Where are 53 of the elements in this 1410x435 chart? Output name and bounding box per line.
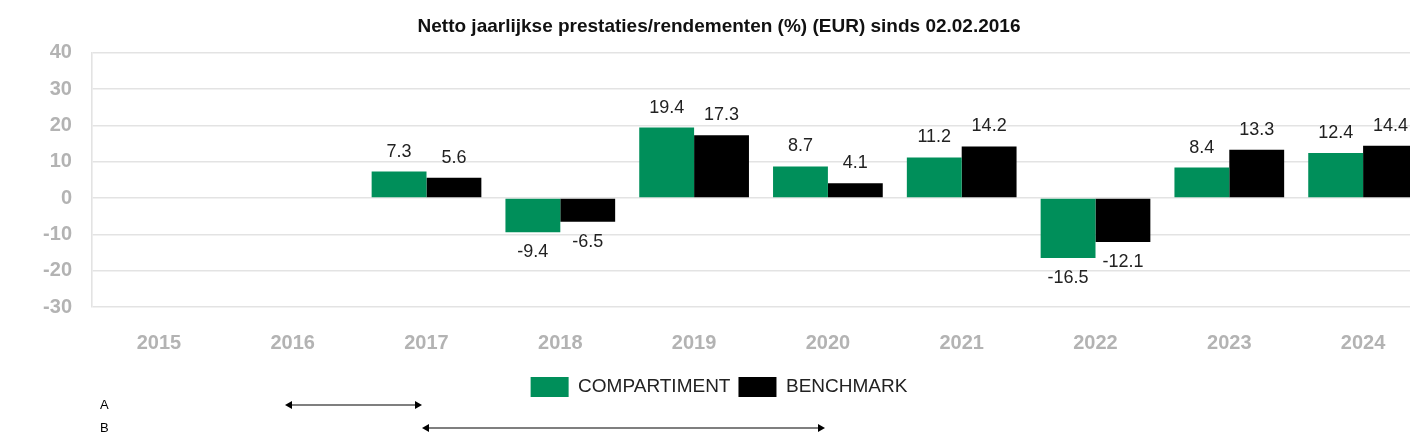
data-label: -16.5 [1047, 266, 1089, 287]
y-tick-label: 40 [49, 40, 72, 63]
bar [1040, 198, 1096, 258]
text: B [100, 420, 109, 435]
bar [1095, 198, 1151, 242]
data-label: 8.4 [1189, 136, 1215, 157]
y-tick-label: 30 [49, 76, 72, 99]
x-tick-label: 2023 [1207, 330, 1252, 353]
bar [773, 166, 828, 198]
x-tick-label: 2015 [136, 330, 182, 353]
data-label: 8.7 [787, 135, 813, 156]
chart-title: Netto jaarlijkse prestaties/rendementen (%) (EUR) sinds 02.02.2016 [417, 14, 1021, 36]
bar [639, 127, 695, 198]
bar [371, 171, 427, 198]
bar [694, 135, 749, 198]
bar [1174, 167, 1230, 198]
data-label: -9.4 [517, 241, 549, 262]
data-label: 12.4 [1318, 122, 1354, 142]
data-label: 17.3 [704, 104, 740, 125]
x-tick-label: 2018 [538, 330, 583, 353]
bar [560, 198, 616, 222]
x-tick-label: 2021 [939, 330, 984, 353]
x-tick-label: 2019 [671, 330, 717, 353]
y-tick-label: 0 [60, 185, 72, 208]
legend-label: COMPARTIMENT [578, 375, 731, 397]
y-tick-label: 20 [49, 112, 72, 135]
data-label: 14.2 [971, 115, 1007, 136]
data-label: 4.1 [842, 152, 868, 173]
bar [961, 146, 1017, 198]
x-tick-label: 2022 [1073, 330, 1118, 353]
data-label: 5.6 [441, 146, 467, 167]
bar [426, 177, 482, 198]
data-label: 11.2 [917, 126, 952, 147]
data-label: -6.5 [572, 230, 604, 251]
data-label: -12.1 [1102, 250, 1144, 271]
data-label: 13.3 [1239, 118, 1275, 139]
data-label: 7.3 [386, 140, 412, 161]
bar [505, 198, 561, 233]
legend-label: BENCHMARK [785, 375, 908, 397]
y-tick-label: -10 [43, 221, 72, 244]
data-label: 19.4 [649, 96, 685, 117]
x-tick-label: 2024 [1340, 330, 1387, 353]
y-tick-label: -20 [43, 258, 72, 281]
x-tick-label: 2020 [805, 330, 851, 353]
bar [1229, 149, 1285, 198]
bar [827, 183, 883, 198]
bar [906, 157, 962, 198]
text: A [100, 397, 109, 412]
y-tick-label: -30 [43, 294, 72, 317]
x-tick-label: 2017 [404, 330, 449, 353]
y-tick-label: 10 [49, 149, 72, 172]
x-tick-label: 2016 [270, 330, 315, 353]
data-label: 14.4 [1373, 114, 1409, 135]
